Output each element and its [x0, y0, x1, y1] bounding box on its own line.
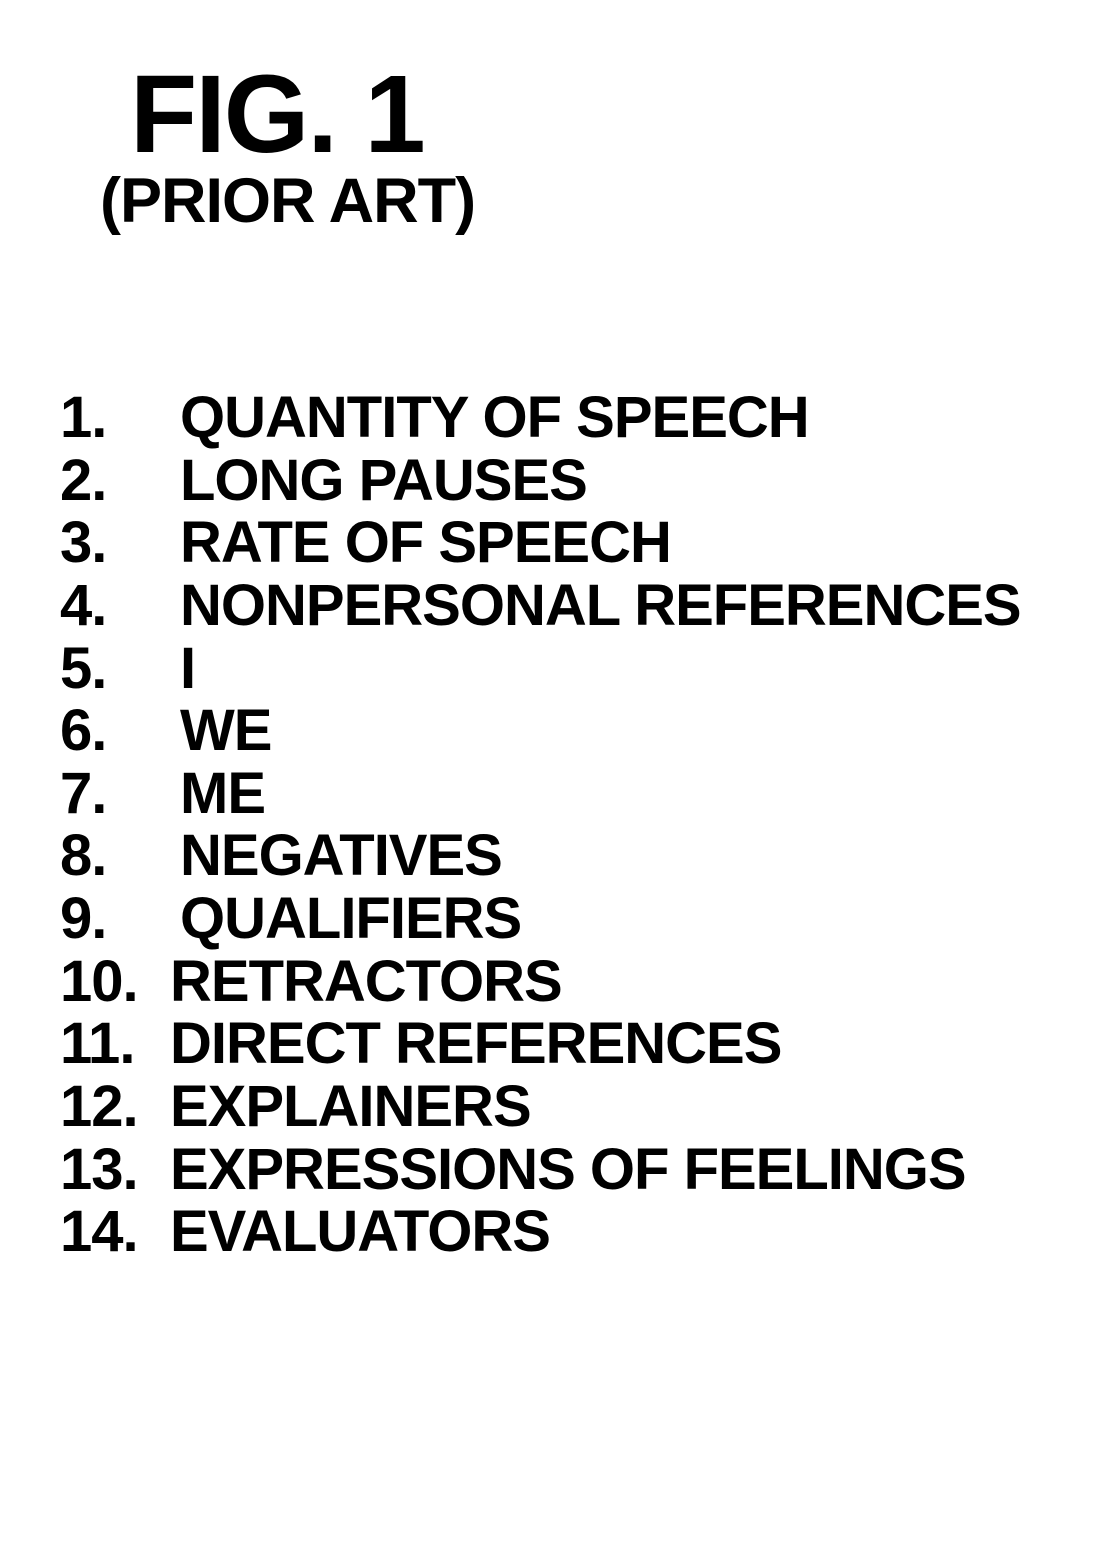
list-label: WE	[180, 700, 271, 763]
list-item: 1. QUANTITY OF SPEECH	[60, 387, 1061, 450]
list-number: 11.	[60, 1013, 180, 1076]
list-label: NONPERSONAL REFERENCES	[180, 575, 1021, 638]
figure-title: FIG. 1	[130, 60, 1061, 170]
list-number: 3.	[60, 512, 180, 575]
list-label: NEGATIVES	[180, 825, 502, 888]
list-number: 8.	[60, 825, 180, 888]
list-label: EXPRESSIONS OF FEELINGS	[170, 1139, 966, 1202]
list-label: ME	[180, 763, 265, 826]
list-label: QUALIFIERS	[180, 888, 521, 951]
list-label: EVALUATORS	[170, 1201, 550, 1264]
list-number: 2.	[60, 450, 180, 513]
list-number: 9.	[60, 888, 180, 951]
list-item: 5. I	[60, 638, 1061, 701]
list-item: 13. EXPRESSIONS OF FEELINGS	[60, 1139, 1061, 1202]
list-item: 10. RETRACTORS	[60, 951, 1061, 1014]
list-label: EXPLAINERS	[170, 1076, 531, 1139]
list-item: 12. EXPLAINERS	[60, 1076, 1061, 1139]
list-number: 7.	[60, 763, 180, 826]
list-item: 2. LONG PAUSES	[60, 450, 1061, 513]
list-item: 11. DIRECT REFERENCES	[60, 1013, 1061, 1076]
criteria-list: 1. QUANTITY OF SPEECH 2. LONG PAUSES 3. …	[60, 387, 1061, 1264]
list-item: 14. EVALUATORS	[60, 1201, 1061, 1264]
figure-subtitle: (PRIOR ART)	[100, 165, 1061, 237]
list-item: 8. NEGATIVES	[60, 825, 1061, 888]
list-number: 14.	[60, 1201, 180, 1264]
list-number: 5.	[60, 638, 180, 701]
list-item: 6. WE	[60, 700, 1061, 763]
list-item: 7. ME	[60, 763, 1061, 826]
list-item: 4. NONPERSONAL REFERENCES	[60, 575, 1061, 638]
list-label: RETRACTORS	[170, 951, 562, 1014]
list-label: RATE OF SPEECH	[180, 512, 671, 575]
list-label: QUANTITY OF SPEECH	[180, 387, 809, 450]
list-number: 4.	[60, 575, 180, 638]
list-number: 13.	[60, 1139, 180, 1202]
list-item: 3. RATE OF SPEECH	[60, 512, 1061, 575]
list-number: 10.	[60, 951, 180, 1014]
figure-header: FIG. 1 (PRIOR ART)	[130, 60, 1061, 237]
list-label: LONG PAUSES	[180, 450, 587, 513]
list-item: 9. QUALIFIERS	[60, 888, 1061, 951]
list-number: 12.	[60, 1076, 180, 1139]
list-label: DIRECT REFERENCES	[170, 1013, 781, 1076]
list-number: 6.	[60, 700, 180, 763]
list-label: I	[180, 638, 195, 701]
list-number: 1.	[60, 387, 180, 450]
